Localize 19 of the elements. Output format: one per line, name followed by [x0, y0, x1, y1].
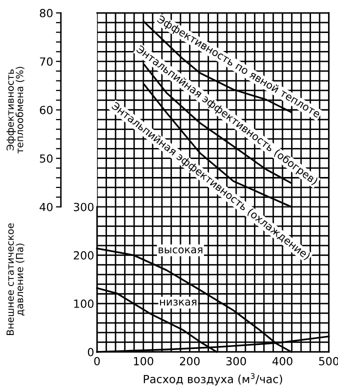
series-label: низкая [160, 300, 196, 306]
x-tick-label: 200 [180, 356, 200, 366]
x-tick-label: 0 [94, 356, 100, 366]
x-axis-title: Расход воздуха (м$^{3}$/час) [144, 373, 282, 386]
series-label: высокая [158, 247, 202, 254]
y-tick-label: 200 [74, 251, 94, 260]
y-tick-label: 60 [40, 106, 53, 114]
y-tick-label: 50 [40, 154, 53, 163]
y-axis-title: Внешнее статическое давление (Па) [6, 223, 24, 335]
y-tick-label: 70 [40, 57, 53, 66]
x-tick-label: 100 [134, 356, 154, 366]
x-tick-label: 400 [272, 356, 292, 366]
x-tick-label: 300 [226, 356, 246, 366]
y-tick-label: 100 [74, 300, 94, 308]
y-tick-label: 40 [40, 202, 53, 212]
y-tick-label: 300 [74, 202, 94, 212]
y-axis-title: Эффективность теплообмена (%) [6, 66, 24, 154]
y-tick-label: 80 [40, 8, 53, 18]
y-tick-label: 0 [88, 348, 94, 356]
